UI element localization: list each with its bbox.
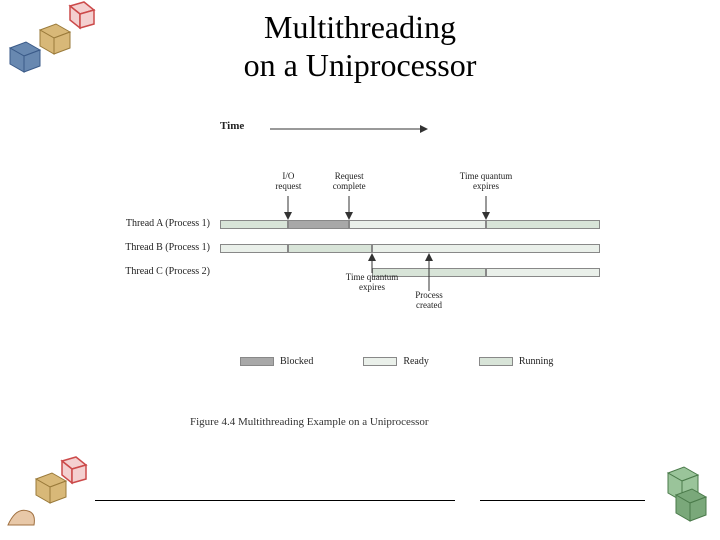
bottom-rule-right (480, 500, 645, 501)
thread-a-segment (220, 220, 288, 229)
time-arrow-icon (270, 122, 430, 136)
thread-b-segment (220, 244, 288, 253)
annotation-process_created: Processcreated (409, 291, 449, 311)
annotation-tq_expires_top: Time quantumexpires (454, 172, 518, 192)
thread-b-segment (372, 244, 600, 253)
time-header-label: Time (220, 120, 244, 132)
legend-running: Running (479, 356, 553, 367)
figure-caption: Figure 4.4 Multithreading Example on a U… (190, 416, 429, 428)
thread-b-segment (288, 244, 372, 253)
legend-ready: Ready (363, 356, 429, 367)
timeline-diagram: Time I/Orequest Requestcomplete Time quant… (100, 120, 650, 440)
annotation-arrow-icon (282, 196, 294, 220)
annotation-arrow-icon (480, 196, 492, 220)
thread-a-segment (486, 220, 600, 229)
annotation-arrow-icon (423, 253, 435, 293)
title-line-1: Multithreading (264, 9, 456, 45)
legend-row: Blocked Ready Running (240, 356, 553, 367)
annotation-tq_expires_bottom: Time quantumexpires (340, 273, 404, 293)
thread-a-segment (349, 220, 486, 229)
legend-swatch-ready (363, 357, 397, 366)
corner-cubes-top-left (0, 0, 110, 85)
thread-c-label: Thread C (Process 2) (100, 266, 210, 277)
legend-swatch-blocked (240, 357, 274, 366)
legend-blocked: Blocked (240, 356, 313, 367)
legend-blocked-label: Blocked (280, 356, 313, 367)
annotation-request_complete: Requestcomplete (327, 172, 371, 192)
corner-cubes-bottom-right (648, 461, 718, 536)
title-line-2: on a Uniprocessor (244, 47, 477, 83)
legend-ready-label: Ready (403, 356, 429, 367)
thread-c-segment (486, 268, 600, 277)
corner-cubes-bottom-left (0, 455, 110, 540)
thread-b-label: Thread B (Process 1) (100, 242, 210, 253)
thread-a-segment (288, 220, 349, 229)
bottom-rule-left (95, 500, 455, 501)
thread-a-label: Thread A (Process 1) (100, 218, 210, 229)
legend-swatch-running (479, 357, 513, 366)
annotation-arrow-icon (343, 196, 355, 220)
legend-running-label: Running (519, 356, 553, 367)
annotation-io_request: I/Orequest (268, 172, 308, 192)
